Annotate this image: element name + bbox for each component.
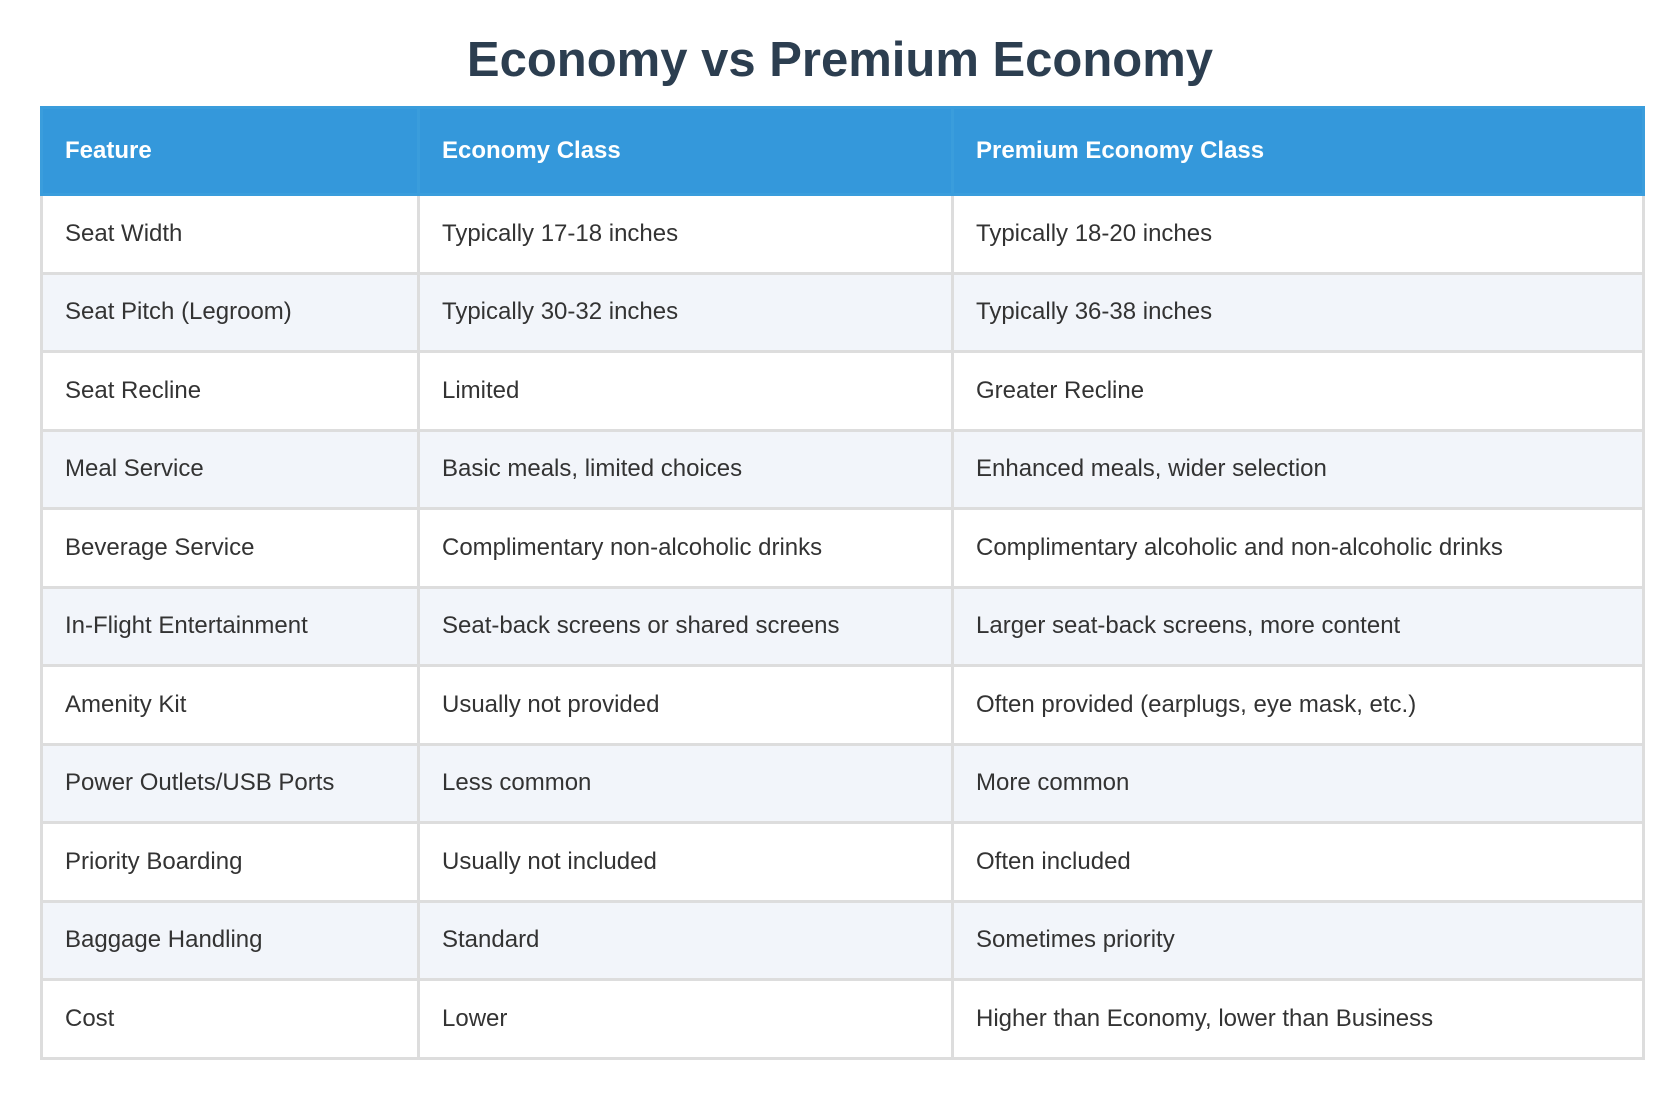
table-row: Amenity Kit Usually not provided Often pro… bbox=[40, 664, 1645, 746]
table-row: Seat Width Typically 17-18 inches Typicall… bbox=[40, 193, 1645, 275]
feature-cell: Seat Pitch (Legroom) bbox=[40, 271, 420, 353]
table-header: Feature Economy Class Premium Economy Cl… bbox=[40, 106, 1645, 196]
feature-cell: Seat Recline bbox=[40, 350, 420, 432]
economy-cell: Typically 17-18 inches bbox=[417, 193, 954, 275]
table-row: In-Flight Entertainment Seat-back screens… bbox=[40, 585, 1645, 667]
economy-cell: Typically 30-32 inches bbox=[417, 271, 954, 353]
table-row: Cost Lower Higher than Economy, lower than… bbox=[40, 978, 1645, 1060]
feature-cell: Baggage Handling bbox=[40, 899, 420, 981]
table-row: Beverage Service Complimentary non-alcoho… bbox=[40, 507, 1645, 589]
feature-cell: Beverage Service bbox=[40, 507, 420, 589]
premium-economy-cell: More common bbox=[951, 742, 1645, 824]
premium-economy-cell: Larger seat-back screens, more content bbox=[951, 585, 1645, 667]
economy-cell: Usually not provided bbox=[417, 664, 954, 746]
premium-economy-cell: Typically 18-20 inches bbox=[951, 193, 1645, 275]
feature-cell: Cost bbox=[40, 978, 420, 1060]
feature-cell: Priority Boarding bbox=[40, 821, 420, 903]
economy-cell: Basic meals, limited choices bbox=[417, 428, 954, 510]
feature-cell: In-Flight Entertainment bbox=[40, 585, 420, 667]
table-row: Power Outlets/USB Ports Less common More c… bbox=[40, 742, 1645, 824]
premium-economy-cell: Enhanced meals, wider selection bbox=[951, 428, 1645, 510]
feature-cell: Power Outlets/USB Ports bbox=[40, 742, 420, 824]
premium-economy-cell: Greater Recline bbox=[951, 350, 1645, 432]
feature-cell: Seat Width bbox=[40, 193, 420, 275]
premium-economy-cell: Higher than Economy, lower than Business bbox=[951, 978, 1645, 1060]
economy-cell: Seat-back screens or shared screens bbox=[417, 585, 954, 667]
premium-economy-cell: Typically 36-38 inches bbox=[951, 271, 1645, 353]
table-body: Seat Width Typically 17-18 inches Typicall… bbox=[40, 193, 1645, 1060]
column-header-feature: Feature bbox=[40, 106, 420, 196]
table-row: Meal Service Basic meals, limited choices… bbox=[40, 428, 1645, 510]
feature-cell: Amenity Kit bbox=[40, 664, 420, 746]
economy-cell: Lower bbox=[417, 978, 954, 1060]
premium-economy-cell: Sometimes priority bbox=[951, 899, 1645, 981]
premium-economy-cell: Often included bbox=[951, 821, 1645, 903]
header-row: Feature Economy Class Premium Economy Cl… bbox=[40, 106, 1645, 196]
premium-economy-cell: Complimentary alcoholic and non-alcoholi… bbox=[951, 507, 1645, 589]
premium-economy-cell: Often provided (earplugs, eye mask, etc.… bbox=[951, 664, 1645, 746]
economy-cell: Standard bbox=[417, 899, 954, 981]
table-row: Baggage Handling Standard Sometimes priori… bbox=[40, 899, 1645, 981]
feature-cell: Meal Service bbox=[40, 428, 420, 510]
economy-cell: Usually not included bbox=[417, 821, 954, 903]
page-title: Economy vs Premium Economy bbox=[466, 33, 1214, 87]
column-header-economy: Economy Class bbox=[417, 106, 954, 196]
column-header-premium-economy: Premium Economy Class bbox=[951, 106, 1645, 196]
comparison-table: Feature Economy Class Premium Economy Cl… bbox=[40, 106, 1645, 1060]
economy-cell: Limited bbox=[417, 350, 954, 432]
economy-cell: Less common bbox=[417, 742, 954, 824]
table-row: Seat Recline Limited Greater Recline bbox=[40, 350, 1645, 432]
table-row: Seat Pitch (Legroom) Typically 30-32 inch… bbox=[40, 271, 1645, 353]
economy-cell: Complimentary non-alcoholic drinks bbox=[417, 507, 954, 589]
table-row: Priority Boarding Usually not included Oft… bbox=[40, 821, 1645, 903]
